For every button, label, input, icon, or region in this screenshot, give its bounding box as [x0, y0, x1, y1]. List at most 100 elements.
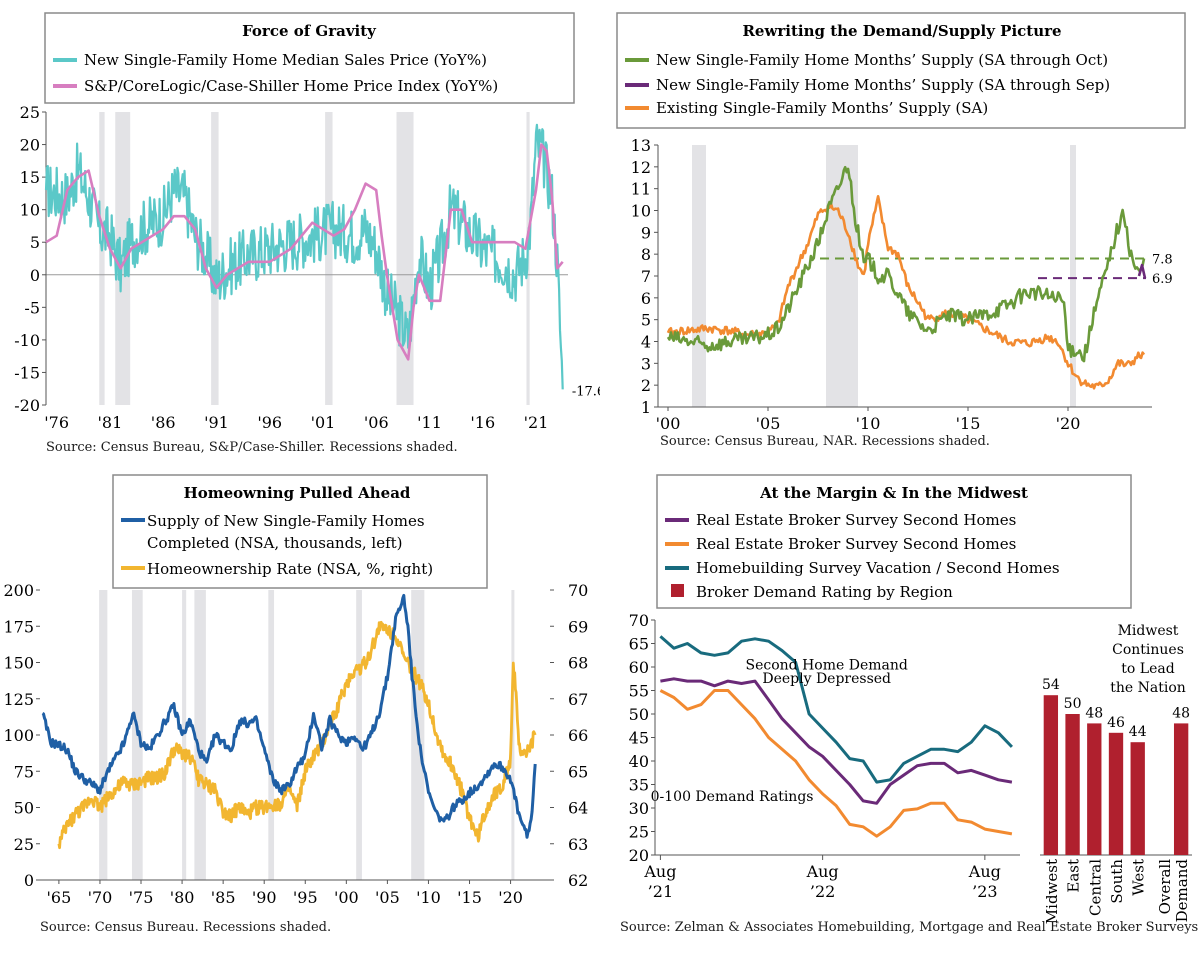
y-left-tick-label: 175: [3, 617, 34, 636]
panel-demand-supply: Rewriting the Demand/Supply Picture New …: [600, 0, 1200, 470]
bar-value-label: 50: [1064, 696, 1082, 712]
x-tick-label: '05: [375, 888, 400, 907]
bar-value-label: 48: [1085, 705, 1103, 721]
legend-swatch: [671, 584, 684, 597]
bar-chart-annotation: the Nation: [1110, 680, 1186, 696]
x-tick-label: '90: [252, 888, 277, 907]
chart-title: Force of Gravity: [242, 22, 377, 40]
y-tick-label: 13: [631, 136, 651, 155]
series-line: [660, 677, 1013, 805]
y-tick-label: 40: [629, 752, 649, 771]
bar-category-label: Overall: [1156, 859, 1174, 915]
y-tick-label: 6: [641, 289, 651, 308]
y-tick-label: 11: [631, 180, 651, 199]
recession-band: [99, 590, 108, 880]
y-right-tick-label: 66: [568, 726, 588, 745]
bar-value-label: 48: [1172, 705, 1190, 721]
legend-box: [112, 474, 488, 589]
legend-label: Homebuilding Survey Vacation / Second Ho…: [696, 559, 1060, 577]
y-right-tick-label: 62: [568, 871, 588, 890]
y-tick-label: 60: [629, 658, 649, 677]
x-tick-label: '96: [257, 413, 282, 432]
y-tick-label: 2: [641, 376, 651, 395]
legend-label: New Single-Family Home Median Sales Pric…: [84, 51, 487, 69]
recession-band: [182, 590, 187, 880]
recession-band: [356, 590, 362, 880]
y-tick-label: 35: [629, 776, 649, 795]
chart-annotation: Deeply Depressed: [762, 671, 891, 687]
y-tick-label: 15: [20, 168, 40, 187]
legend-label: Existing Single-Family Months’ Supply (S…: [656, 99, 988, 117]
y-tick-label: 70: [629, 611, 649, 630]
series-line: [1137, 263, 1147, 279]
recession-band: [268, 590, 275, 880]
recession-band: [1070, 145, 1076, 407]
source-note: Source: Zelman & Associates Homebuilding…: [620, 920, 1199, 935]
recession-band: [511, 590, 515, 880]
y-right-tick-label: 65: [568, 762, 588, 781]
bar: [1087, 723, 1102, 855]
chart-homeowning: Homeowning Pulled Ahead Supply of New Si…: [3, 474, 588, 907]
recession-band: [99, 112, 105, 405]
series-line: [659, 635, 1013, 784]
y-left-tick-label: 100: [3, 726, 34, 745]
y-right-tick-label: 69: [568, 617, 588, 636]
x-tick-label: ’22: [810, 882, 835, 901]
bar: [1065, 714, 1080, 855]
x-tick-label: '00: [656, 414, 681, 433]
x-tick-label: '70: [88, 888, 113, 907]
y-tick-label: 10: [631, 202, 651, 221]
plot-area: 7065605550454035302520Aug’21Aug’22Aug’23…: [629, 611, 1192, 924]
legend-label: New Single-Family Home Months’ Supply (S…: [656, 51, 1108, 69]
bar: [1108, 732, 1124, 855]
bar-category-label: Central: [1086, 859, 1104, 916]
chart-demand-supply: Rewriting the Demand/Supply Picture New …: [616, 12, 1186, 433]
source-note: Source: Census Bureau, S&P/Case-Shiller.…: [46, 440, 458, 455]
recession-band: [194, 590, 206, 880]
y-tick-label: 1: [641, 398, 651, 417]
source-note: Source: Census Bureau, NAR. Recessions s…: [660, 434, 990, 449]
series-line: [41, 593, 537, 839]
chart-annotation: Second Home Demand: [746, 657, 908, 673]
x-tick-label: '10: [416, 888, 441, 907]
panel-force-of-gravity: Force of Gravity New Single-Family Home …: [0, 0, 605, 470]
bar-category-label: West: [1130, 859, 1148, 896]
y-tick-label: 25: [629, 823, 649, 842]
y-right-tick-label: 67: [568, 690, 588, 709]
reference-label: 7.8: [1152, 253, 1173, 268]
y-right-tick-label: 64: [568, 799, 588, 818]
bar-value-label: 44: [1129, 724, 1147, 740]
y-tick-label: 50: [629, 705, 649, 724]
x-tick-label: '15: [956, 414, 981, 433]
bar-chart-annotation: Midwest: [1118, 623, 1179, 639]
plot-area: 200 175 150 125 100 75 50 25 0 70 69 68 67 66 65 64 63 62…: [3, 581, 588, 907]
x-tick-label: '91: [204, 413, 229, 432]
x-tick-label: ’23: [972, 882, 997, 901]
legend-label: Real Estate Broker Survey Second Homes: [696, 535, 1016, 553]
bar-chart-annotation: to Lead: [1121, 661, 1174, 677]
y-tick-label: 0: [30, 266, 40, 285]
y-tick-label: 45: [629, 729, 649, 748]
chart-title: Rewriting the Demand/Supply Picture: [742, 22, 1061, 40]
x-tick-label: '65: [47, 888, 72, 907]
y-left-tick-label: 200: [3, 581, 34, 600]
bar-category-label: East: [1065, 859, 1083, 893]
legend-box: [44, 12, 575, 104]
y-left-tick-label: 0: [24, 871, 34, 890]
value-label: -17.6: [572, 384, 600, 399]
y-tick-label: 7: [641, 267, 651, 286]
bar-value-label: 46: [1107, 715, 1125, 731]
recession-band: [396, 112, 414, 405]
y-right-tick-label: 63: [568, 835, 588, 854]
x-tick-label: '01: [311, 413, 336, 432]
y-tick-label: 4: [641, 333, 651, 352]
series-line: [659, 689, 1013, 838]
series-line: [45, 143, 564, 361]
x-tick-label: '20: [1056, 414, 1081, 433]
bar: [1173, 723, 1189, 855]
legend-box: [656, 474, 1132, 609]
x-tick-label: '95: [293, 888, 318, 907]
y-left-tick-label: 50: [14, 799, 34, 818]
legend-label: S&P/CoreLogic/Case-Shiller Home Price In…: [84, 77, 498, 95]
y-tick-label: 20: [20, 136, 40, 155]
